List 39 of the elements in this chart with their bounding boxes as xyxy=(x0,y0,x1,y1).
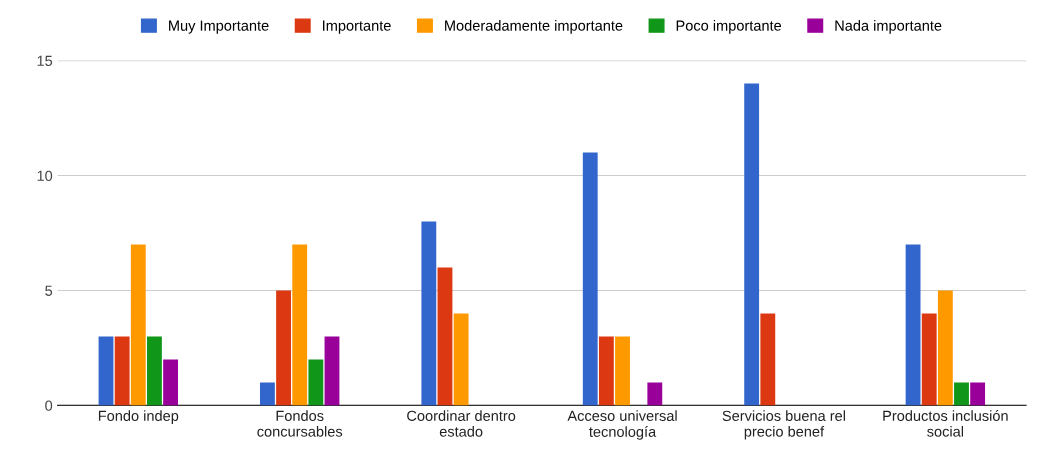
bar xyxy=(598,336,614,406)
bar xyxy=(744,83,760,406)
y-tick-label: 10 xyxy=(37,170,53,181)
bar xyxy=(114,336,130,406)
bar xyxy=(308,359,324,406)
bar xyxy=(276,290,291,406)
legend-label: Importante xyxy=(323,20,391,34)
y-tick-label: 5 xyxy=(45,285,53,296)
bar xyxy=(324,336,340,406)
x-tick-label: Fondos concursables xyxy=(257,410,343,437)
legend-label: Muy Importante xyxy=(169,20,269,34)
bar xyxy=(905,244,921,406)
bar xyxy=(421,221,437,406)
bar xyxy=(954,382,969,406)
x-tick-label: Servicios buena rel precio benef xyxy=(722,410,845,440)
bar xyxy=(130,244,146,406)
legend-label: Poco importante xyxy=(676,20,782,34)
bar xyxy=(582,152,598,406)
x-tick-label: Coordinar dentro estado xyxy=(407,410,516,437)
bar xyxy=(921,313,937,406)
bar xyxy=(260,382,275,406)
bar xyxy=(292,244,308,406)
bar xyxy=(98,336,114,406)
legend-label: Nada importante xyxy=(835,20,942,34)
bar xyxy=(453,313,469,406)
bar xyxy=(647,382,663,406)
y-tick-label: 15 xyxy=(37,55,53,67)
y-tick-label: 0 xyxy=(45,400,53,411)
bar xyxy=(937,290,953,406)
bar xyxy=(760,313,776,406)
bar xyxy=(147,336,162,406)
bar xyxy=(163,359,178,406)
bar xyxy=(437,267,453,406)
x-tick-label: Fondo indep xyxy=(98,410,179,424)
x-tick-label: Acceso universal tecnología xyxy=(567,410,677,440)
x-tick-label: Productos inclusión social xyxy=(883,410,1008,437)
bar xyxy=(615,336,630,406)
legend-label: Moderadamente importante xyxy=(445,20,623,34)
bar xyxy=(970,382,986,406)
